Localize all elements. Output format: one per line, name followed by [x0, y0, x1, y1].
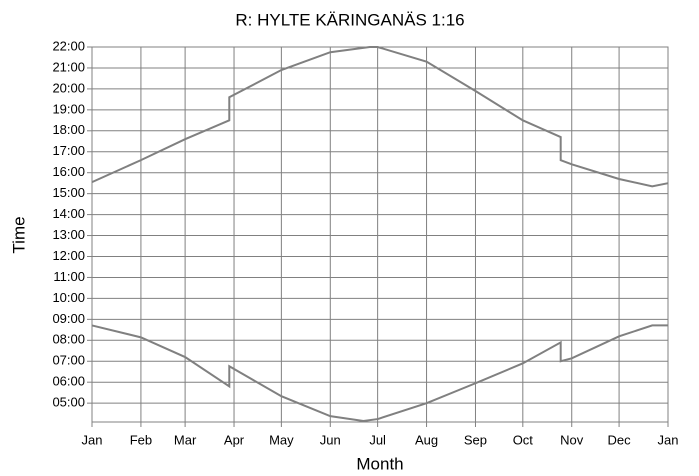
y-tick-label: 13:00 [52, 227, 85, 242]
series-line [91, 46, 669, 188]
y-tick-label: 17:00 [52, 143, 85, 158]
y-tick-label: 21:00 [52, 59, 85, 74]
y-tick-label: 15:00 [52, 185, 85, 200]
x-tick-label: Jan [658, 432, 679, 447]
y-tick-label: 07:00 [52, 353, 85, 368]
x-tick-label: Sep [464, 432, 487, 447]
plot-frame [91, 46, 669, 423]
y-tick-label: 05:00 [52, 395, 85, 410]
x-tick-label: Jul [369, 432, 386, 447]
x-axis-label: Month [356, 454, 403, 473]
y-axis-label: Time [9, 216, 28, 253]
x-tick-label: May [269, 432, 294, 447]
x-tick-label: Dec [608, 432, 632, 447]
x-tick-label: Apr [224, 432, 245, 447]
x-tick-label: Mar [174, 432, 197, 447]
y-tick-label: 10:00 [52, 290, 85, 305]
y-tick-label: 22:00 [52, 38, 85, 53]
y-tick-label: 19:00 [52, 101, 85, 116]
x-tick-label: Jan [82, 432, 103, 447]
x-tick-label: Aug [415, 432, 438, 447]
chart-title: R: HYLTE KÄRINGANÄS 1:16 [235, 10, 464, 29]
y-tick-label: 18:00 [52, 122, 85, 137]
y-tick-label: 06:00 [52, 374, 85, 389]
x-tick-label: Nov [560, 432, 584, 447]
series-line [91, 324, 668, 422]
y-tick-label: 16:00 [52, 164, 85, 179]
x-tick-label: Jun [320, 432, 341, 447]
y-tick-label: 09:00 [52, 311, 85, 326]
y-tick-label: 20:00 [52, 80, 85, 95]
x-tick-label: Feb [130, 432, 152, 447]
y-tick-label: 14:00 [52, 206, 85, 221]
y-tick-label: 08:00 [52, 332, 85, 347]
y-tick-label: 12:00 [52, 248, 85, 263]
x-tick-label: Oct [513, 432, 534, 447]
y-tick-label: 11:00 [53, 269, 85, 284]
